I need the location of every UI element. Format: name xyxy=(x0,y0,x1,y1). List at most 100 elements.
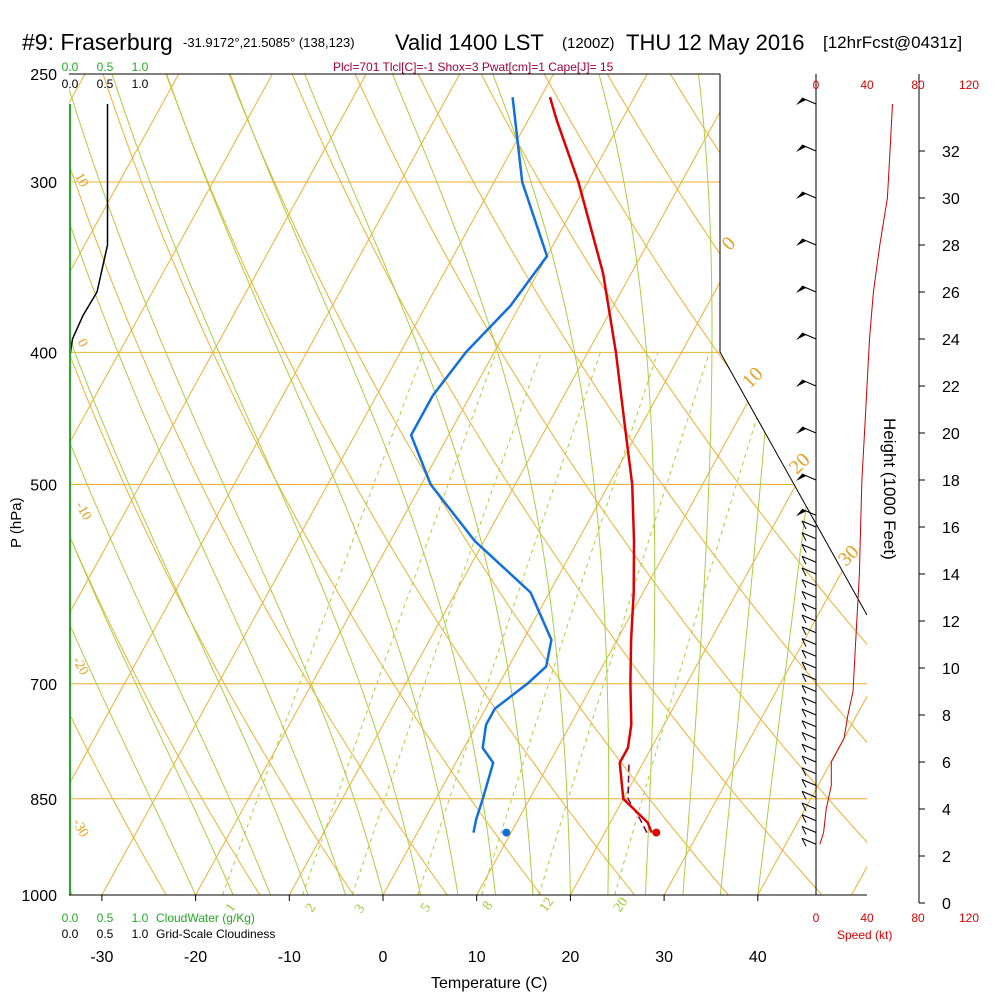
cloudwater-label: CloudWater (g/Kg) xyxy=(156,911,255,925)
wind-barb xyxy=(801,685,817,694)
x-tick-label: -10 xyxy=(278,949,301,966)
mixing-ratio-label: 8 xyxy=(480,899,496,913)
cloudiness-tick-bottom: 0.0 xyxy=(62,927,79,941)
wind-barb-feather xyxy=(801,838,807,847)
isotherm-line xyxy=(851,865,867,895)
speed-tick-label-top: 120 xyxy=(959,78,979,92)
wind-barb-staff xyxy=(801,755,817,763)
wind-barb-feather xyxy=(801,720,807,729)
isotherm-line xyxy=(101,74,554,895)
cloudiness-tick-bottom: 0.5 xyxy=(97,927,114,941)
moist-adiabat xyxy=(304,74,534,895)
wind-barb xyxy=(801,826,817,835)
wind-barb-feather xyxy=(801,650,807,659)
wind-barb xyxy=(801,638,817,647)
height-tick-label: 28 xyxy=(942,238,960,255)
speed-tick-label-bottom: 80 xyxy=(911,911,925,925)
cloudiness-tick-top: 1.0 xyxy=(132,77,149,91)
x-tick-label: 20 xyxy=(562,949,580,966)
wind-barb-staff xyxy=(801,826,817,833)
wind-barb-staff xyxy=(801,285,817,293)
wind-barb-staff xyxy=(801,837,817,845)
mixing-ratio-line xyxy=(614,352,778,895)
speed-axis-title: Speed (kt) xyxy=(837,928,892,942)
wind-barb-feather xyxy=(801,767,807,776)
panel-mask xyxy=(720,74,867,615)
wind-barb xyxy=(796,508,817,517)
wind-panel xyxy=(796,74,920,903)
wind-barb xyxy=(796,238,817,246)
background-grid xyxy=(69,74,867,895)
mixing-ratio-label: 3 xyxy=(352,902,368,916)
x-tick-label: 40 xyxy=(749,949,767,966)
height-tick-label: 22 xyxy=(942,379,960,396)
wind-barb xyxy=(801,837,817,847)
dry-adiabat xyxy=(69,711,167,895)
wind-speed-line xyxy=(819,103,893,845)
wind-barb-staff xyxy=(801,555,817,563)
wind-barb xyxy=(801,532,817,541)
isotherm-line xyxy=(288,74,742,895)
wind-barb xyxy=(801,626,817,635)
wind-barb-staff xyxy=(801,579,817,587)
wind-barb-staff xyxy=(801,720,817,728)
wind-barb-staff xyxy=(801,567,817,575)
wind-barb xyxy=(796,285,817,293)
valid-zulu: (1200Z) xyxy=(562,35,615,52)
surface-temperature-dot xyxy=(652,828,661,837)
p-tick-label: 500 xyxy=(30,478,57,495)
mixing-ratio-label: 2 xyxy=(303,901,319,915)
wind-barb-flag xyxy=(796,380,806,387)
p-tick-label: 300 xyxy=(30,175,57,192)
wind-barb-feather xyxy=(801,732,807,741)
dry-adiabat xyxy=(354,74,867,844)
x-tick-label: 30 xyxy=(655,949,673,966)
cloudiness-tick-top: 0.0 xyxy=(62,77,79,91)
isotherm-label: 10 xyxy=(71,170,91,190)
mixing-ratio-line xyxy=(417,352,601,895)
isotherm-line xyxy=(69,74,461,786)
wind-barb xyxy=(801,755,817,765)
height-tick-label: 14 xyxy=(942,567,960,584)
mixing-ratio-line xyxy=(222,352,424,895)
isotherm-line xyxy=(69,74,367,616)
wind-barb-feather xyxy=(801,638,807,647)
wind-barb-flag xyxy=(796,509,806,517)
isotherm-label: -30 xyxy=(69,816,91,840)
wind-barb-staff xyxy=(801,191,817,199)
wind-barb-feather xyxy=(801,544,807,553)
p-tick-label: 850 xyxy=(30,792,57,809)
wind-barb xyxy=(801,767,817,776)
moist-adiabat xyxy=(69,87,384,895)
moist-adiabat xyxy=(69,438,272,895)
height-tick-label: 4 xyxy=(942,802,951,819)
wind-barb xyxy=(801,743,817,753)
wind-barb xyxy=(801,579,817,588)
wind-barb xyxy=(801,779,817,788)
wind-barb-feather xyxy=(801,567,807,577)
forecast-label: [12hrFcst@0431z] xyxy=(823,33,962,52)
wind-barb-staff xyxy=(801,473,817,481)
wind-barb-staff xyxy=(801,626,817,634)
height-tick-label: 8 xyxy=(942,708,951,725)
wind-barb xyxy=(801,790,817,800)
moist-adiabat xyxy=(111,74,421,895)
wind-barb xyxy=(796,97,817,105)
wind-barb-feather xyxy=(801,685,807,694)
moist-adiabat xyxy=(492,74,610,895)
speed-tick-label-top: 0 xyxy=(813,78,820,92)
wind-barb xyxy=(801,544,817,553)
wind-barb-feather xyxy=(801,591,807,600)
mixing-ratio-label: 12 xyxy=(537,895,557,915)
wind-barb xyxy=(801,555,817,565)
p-tick-label: 400 xyxy=(30,345,57,362)
wind-barb-feather xyxy=(801,532,807,541)
speed-tick-label-top: 40 xyxy=(860,78,874,92)
isotherm-label: 0 xyxy=(74,336,90,350)
dry-adiabat xyxy=(69,533,261,895)
valid-date: THU 12 May 2016 xyxy=(626,30,805,55)
wind-barb-staff xyxy=(801,97,817,105)
cloudwater-tick-top: 0.0 xyxy=(62,60,79,74)
mixing-ratio-line xyxy=(481,352,659,895)
